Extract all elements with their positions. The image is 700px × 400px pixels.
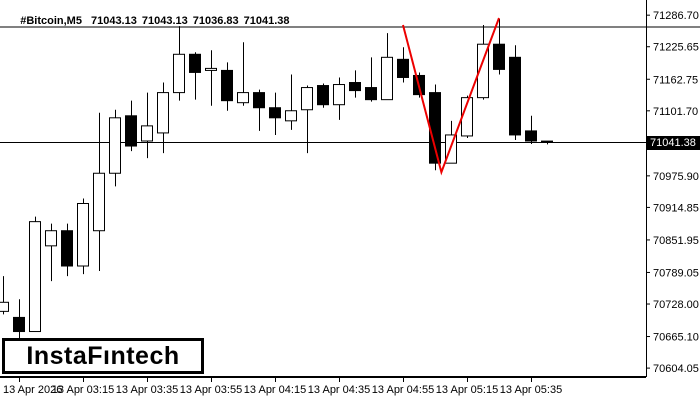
time-axis-label: 13 Apr 03:35 [116, 384, 178, 396]
candlestick [525, 115, 537, 145]
candlestick [141, 92, 153, 159]
price-axis-label: 70789.05 [653, 267, 699, 279]
price-axis-label: 70728.00 [653, 299, 699, 311]
candlestick [93, 112, 105, 272]
instafintech-logo-text: InstaFıntech [26, 341, 180, 370]
time-axis-label: 13 Apr 2026 [3, 384, 62, 396]
low-value: 71036.83 [192, 15, 239, 27]
candlestick [29, 216, 41, 333]
candlestick [221, 62, 233, 111]
candlestick [61, 223, 73, 277]
instafintech-logo: InstaFıntech [2, 338, 204, 374]
price-axis-label: 70914.85 [653, 202, 699, 214]
candlestick [397, 47, 409, 83]
candlestick [109, 109, 121, 187]
candlestick [45, 223, 57, 282]
price-axis-label: 71286.70 [653, 10, 699, 22]
candlestick [429, 84, 441, 171]
price-axis-label: 70851.95 [653, 235, 699, 247]
high-value: 71043.13 [141, 15, 188, 27]
candlestick [365, 57, 377, 102]
candlestick [77, 198, 89, 275]
candlestick [381, 33, 393, 101]
symbol-ohlc-readout: #Bitcoin,M5 71043.13 71043.13 71036.83 71041… [8, 3, 295, 39]
current-price-tag: 71041.38 [647, 136, 700, 150]
time-axis-label: 13 Apr 05:15 [436, 384, 498, 396]
price-axis-label: 70665.10 [653, 332, 699, 344]
price-axis-label: 70604.05 [653, 363, 699, 375]
price-axis-label: 71162.75 [653, 74, 698, 86]
time-axis-label: 13 Apr 04:35 [308, 384, 370, 396]
time-axis-label: 13 Apr 04:55 [372, 384, 434, 396]
price-axis[interactable]: 71286.70 71225.65 71162.75 71101.70 70975.90… [646, 0, 699, 377]
candlestick [173, 26, 185, 101]
candlestick [205, 50, 217, 106]
candlestick [509, 45, 521, 140]
candlestick [301, 85, 313, 154]
time-axis-label: 13 Apr 04:15 [244, 384, 306, 396]
candlestick [349, 70, 361, 98]
price-axis-label: 71225.65 [653, 42, 699, 54]
candlestick [317, 83, 329, 108]
close-value: 71041.38 [243, 15, 290, 27]
time-axis-label: 13 Apr 03:15 [52, 384, 114, 396]
candlestick [125, 100, 137, 152]
candlestick [13, 299, 25, 340]
candlestick [253, 89, 265, 131]
open-value: 71043.13 [90, 15, 137, 27]
candlestick [333, 77, 345, 120]
price-axis-label: 71101.70 [653, 106, 698, 118]
candlestick [269, 92, 281, 135]
candlestick [285, 74, 297, 130]
time-axis-label: 13 Apr 05:35 [500, 384, 562, 396]
candlestick [237, 42, 249, 106]
candlestick [157, 82, 169, 154]
candlestick [493, 19, 505, 75]
symbol-label: #Bitcoin,M5 [20, 15, 82, 27]
price-axis-label: 70975.90 [653, 171, 699, 183]
candlestick [189, 52, 201, 100]
time-axis-label: 13 Apr 03:55 [180, 384, 242, 396]
trendline-overlay[interactable] [402, 17, 500, 176]
candlestick [541, 140, 553, 145]
candlestick [0, 276, 9, 315]
